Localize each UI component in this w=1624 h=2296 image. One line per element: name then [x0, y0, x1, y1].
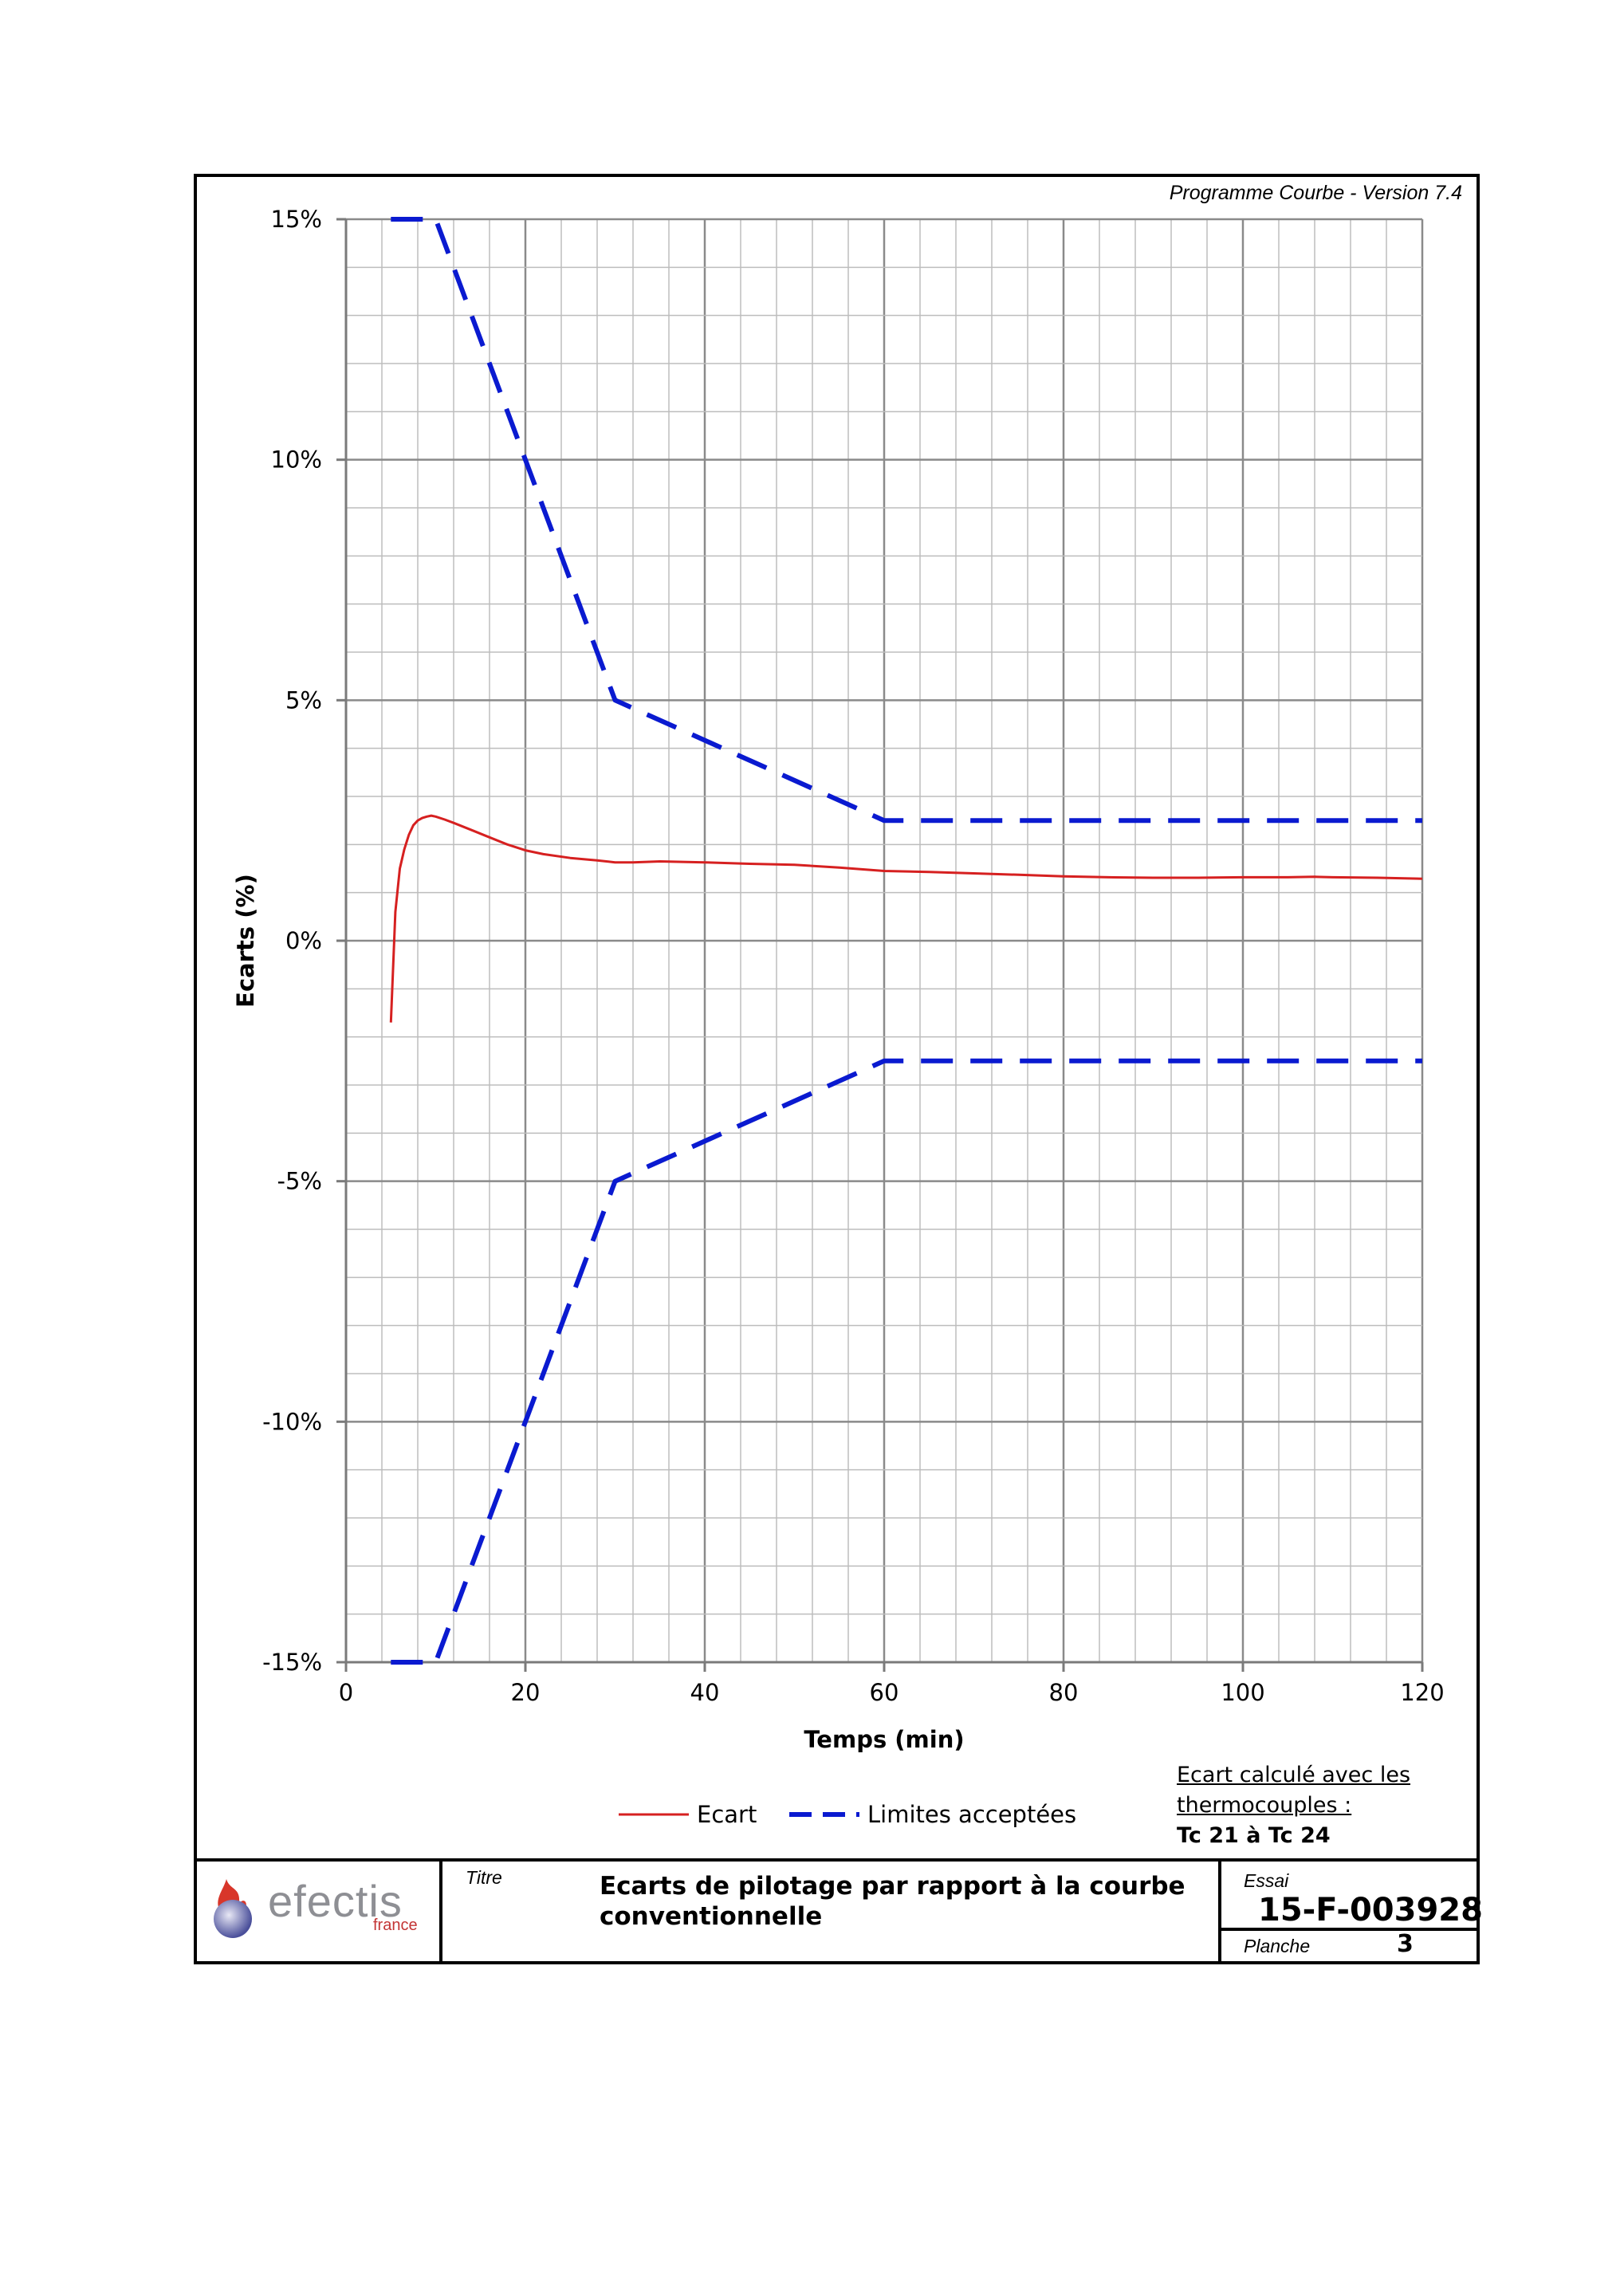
titre-label: Titre: [466, 1867, 502, 1888]
title-block-divider: [1218, 1858, 1221, 1964]
y-tick-label: -10%: [262, 1408, 322, 1435]
planche-value: 3: [1397, 1930, 1414, 1958]
legend-label: Ecart: [697, 1801, 757, 1828]
essai-value: 15-F-003928: [1258, 1892, 1483, 1928]
note-line-2: thermocouples :: [1177, 1793, 1352, 1818]
y-axis-title: Ecarts (%): [232, 874, 259, 1008]
title-block-divider: [439, 1858, 442, 1964]
x-tick-label: 100: [1221, 1679, 1264, 1706]
y-tick-label: 0%: [285, 927, 322, 954]
efectis-logo-icon: [214, 1879, 252, 1938]
y-tick-label: 5%: [285, 686, 322, 714]
ecart-line-series: [389, 814, 1423, 1023]
chart-axes: 15% 10% 5% 0% -5% -10% -15% 0 20 40 60 80 100 120 Temp…: [232, 206, 1445, 1753]
essai-label: Essai: [1244, 1870, 1289, 1891]
x-tick-label: 20: [511, 1679, 541, 1706]
x-tick-label: 0: [339, 1679, 353, 1706]
note-line-3: Tc 21 à Tc 24: [1177, 1823, 1331, 1848]
limit-line-series: [391, 217, 1422, 824]
y-tick-label: 15%: [271, 206, 322, 233]
x-axis-title: Temps (min): [804, 1726, 964, 1753]
report-title: Ecarts de pilotage par rapport à la cour…: [600, 1872, 1186, 1931]
y-tick-label: -5%: [277, 1168, 322, 1195]
logo-sub: france: [373, 1917, 418, 1934]
y-tick-label: 10%: [271, 446, 322, 474]
x-tick-label: 80: [1049, 1679, 1079, 1706]
page-frame: [194, 174, 1480, 1964]
thermocouple-note: Ecart calculé avec les thermocouples : T…: [1177, 1760, 1410, 1851]
chart-grid: [344, 218, 1424, 1664]
x-tick-label: 40: [690, 1679, 720, 1706]
legend-label: Limites acceptées: [867, 1801, 1076, 1828]
x-tick-label: 120: [1400, 1679, 1444, 1706]
planche-label: Planche: [1244, 1936, 1311, 1956]
x-tick-label: 60: [870, 1679, 899, 1706]
chart-series: [389, 217, 1423, 1665]
chart-svg: 15% 10% 5% 0% -5% -10% -15% 0 20 40 60 80 100 120 Temp…: [232, 206, 1445, 1828]
note-line-1: Ecart calculé avec les: [1177, 1763, 1411, 1787]
chart-legend: Ecart Limites acceptées: [619, 1801, 1076, 1828]
version-label: Programme Courbe - Version 7.4: [1169, 182, 1462, 204]
title-block: [194, 1858, 1480, 1964]
limit-line-series: [391, 1058, 1422, 1665]
y-tick-label: -15%: [262, 1649, 322, 1676]
planche-divider: [1221, 1928, 1480, 1931]
logo-word: efectis: [268, 1876, 403, 1926]
